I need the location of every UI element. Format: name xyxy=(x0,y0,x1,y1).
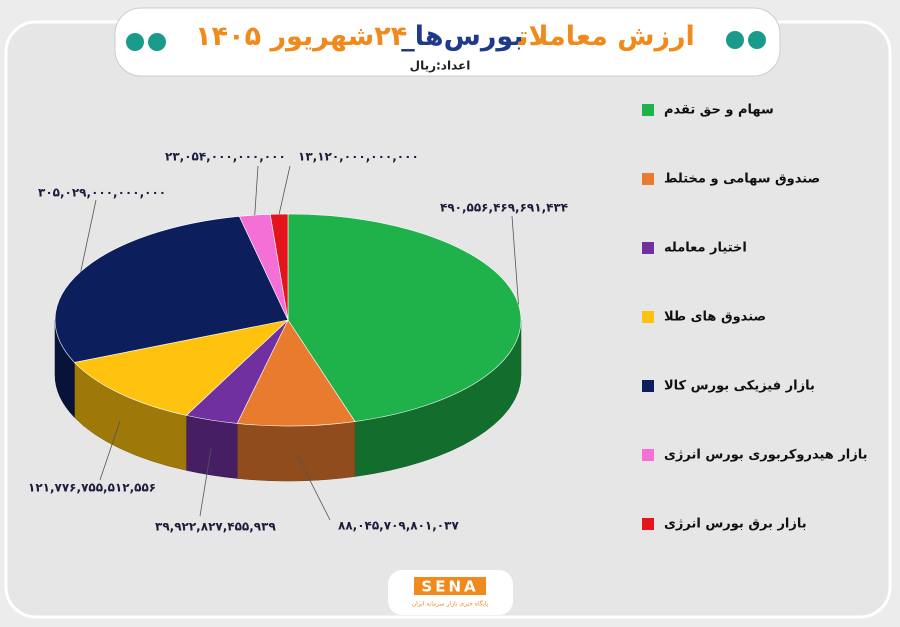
data-label: ۴۹۰,۵۵۶,۴۶۹,۶۹۱,۴۳۴ xyxy=(440,201,568,215)
legend-swatch xyxy=(642,242,654,254)
slice xyxy=(54,216,289,363)
slice xyxy=(73,319,289,416)
legend-swatch xyxy=(642,449,654,461)
legend-label: اختیار معامله xyxy=(664,241,747,256)
data-label: ۲۳,۰۵۴,۰۰۰,۰۰۰,۰۰۰ xyxy=(165,150,286,164)
leader-line xyxy=(511,215,519,305)
legend-swatch xyxy=(642,380,654,392)
chart-subtitle: اعداد:ریال xyxy=(410,59,471,73)
data-label: ۳۰۵,۰۲۹,۰۰۰,۰۰۰,۰۰۰ xyxy=(38,186,166,200)
labels: ۴۹۰,۵۵۶,۴۶۹,۶۹۱,۴۳۴ ۸۸,۰۴۵,۷۰۹,۸۰۱,۰۳۷ ۳۹,… xyxy=(28,150,568,534)
leader-line xyxy=(254,165,259,216)
legend-swatch xyxy=(642,311,654,323)
logo-bg xyxy=(414,577,486,595)
data-label: ۳۹,۹۲۲,۸۲۷,۴۵۵,۹۳۹ xyxy=(155,520,276,534)
title-part: ۲۴شهریور ۱۴۰۵ xyxy=(195,21,407,52)
legend-label: صندوق سهامی و مختلط xyxy=(664,172,820,187)
legend-swatch xyxy=(642,173,654,185)
title-box xyxy=(114,7,781,77)
leader-line xyxy=(80,199,97,272)
pie xyxy=(54,213,522,482)
slice-side xyxy=(236,421,356,482)
leader-line xyxy=(99,420,121,481)
title-part: ارزش معاملات xyxy=(517,21,694,52)
legend-swatch xyxy=(642,518,654,530)
leader-line xyxy=(278,165,291,215)
logo: SENA xyxy=(421,578,478,596)
legend-label: سهام و حق تقدم xyxy=(664,103,774,118)
data-label: ۸۸,۰۴۵,۷۰۹,۸۰۱,۰۳۷ xyxy=(338,519,459,533)
slice xyxy=(236,319,356,427)
legend-label: بازار فیزیکی بورس کالا xyxy=(664,379,815,394)
title-part: بورس‌ها_ xyxy=(401,21,525,52)
legend-label: بازار هیدروکربوری بورس انرژی xyxy=(664,448,868,463)
quote-left xyxy=(126,33,166,51)
slice xyxy=(269,213,289,321)
leader-line xyxy=(199,447,212,517)
legend-label: صندوق های طلا xyxy=(664,310,766,325)
data-label: ۱۳,۱۲۰,۰۰۰,۰۰۰,۰۰۰ xyxy=(298,150,419,164)
chart-title: ارزش معاملاتبورس‌ها_۲۴شهریور ۱۴۰۵ xyxy=(195,21,695,52)
legend-swatch xyxy=(642,104,654,116)
logo-caption: پایگاه خبری بازار سرمایه ایران xyxy=(412,600,489,608)
data-label: ۱۲۱,۷۷۶,۷۵۵,۵۱۲,۵۵۶ xyxy=(28,481,156,495)
legend: سهام و حق تقدم صندوق سهامی و مختلط اختیار … xyxy=(642,103,868,532)
quote-right xyxy=(726,31,766,49)
slice-side xyxy=(186,415,238,479)
leader-line xyxy=(295,453,331,521)
legend-label: بازار برق بورس انرژی xyxy=(664,517,807,532)
